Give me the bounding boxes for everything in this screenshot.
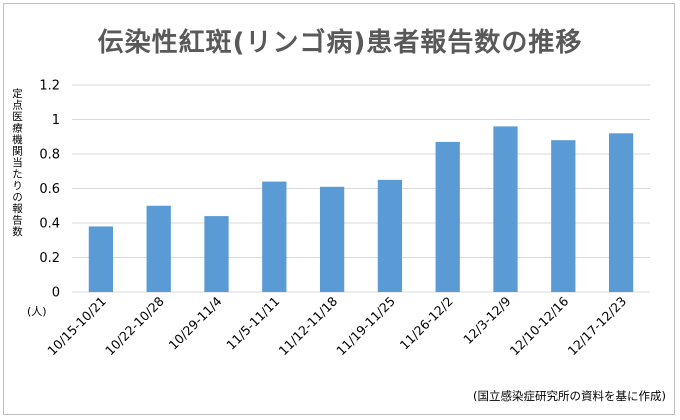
y-tick-label: 1.2 bbox=[39, 79, 60, 94]
y-axis-label: 定点医療機関当たりの報告数 bbox=[11, 88, 23, 238]
bar bbox=[608, 133, 634, 292]
x-tick-label: 11/5-11/11 bbox=[223, 294, 282, 353]
bar bbox=[262, 181, 287, 292]
bar bbox=[551, 140, 576, 292]
source-note: (国立感染症研究所の資料を基に作成) bbox=[473, 389, 666, 403]
x-tick-label: 12/17-12/23 bbox=[564, 294, 629, 359]
x-tick-label: 11/12-11/18 bbox=[275, 293, 340, 358]
x-tick-label: 10/22-10/28 bbox=[102, 293, 167, 358]
bar bbox=[377, 179, 403, 292]
bar bbox=[435, 141, 460, 292]
x-tick-label: 11/26-12/2 bbox=[397, 294, 456, 353]
x-tick-label: 12/3-12/9 bbox=[460, 293, 514, 347]
bar bbox=[204, 216, 229, 292]
y-axis-unit: (人) bbox=[27, 305, 47, 318]
chart-title: 伝染性紅斑(リンゴ病)患者報告数の推移 bbox=[97, 28, 583, 58]
x-tick-label: 12/10-12/16 bbox=[507, 293, 572, 358]
x-tick-labels: 10/15-10/2110/22-10/2810/29-11/411/5-11/… bbox=[44, 293, 629, 358]
bar bbox=[88, 226, 114, 292]
y-tick-label: 1 bbox=[52, 113, 60, 128]
x-tick-label: 10/29-11/4 bbox=[166, 293, 225, 352]
x-tick-label: 10/15-10/21 bbox=[44, 294, 109, 359]
y-tick-label: 0.6 bbox=[39, 182, 60, 197]
y-tick-label: 0.4 bbox=[39, 217, 60, 232]
x-tick-label: 11/19-11/25 bbox=[333, 294, 398, 359]
bars bbox=[88, 126, 634, 293]
y-tick-label: 0 bbox=[52, 286, 60, 301]
y-tick-labels: 0 0.2 0.4 0.6 0.8 1 1.2 bbox=[39, 79, 60, 301]
bar bbox=[319, 186, 345, 292]
y-tick-label: 0.8 bbox=[39, 148, 60, 163]
bar bbox=[493, 126, 518, 293]
bar bbox=[146, 205, 171, 292]
y-tick-label: 0.2 bbox=[39, 251, 60, 266]
